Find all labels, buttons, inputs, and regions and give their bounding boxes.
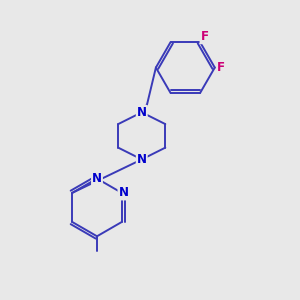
Text: N: N [92,172,102,185]
Text: F: F [200,30,208,43]
Text: N: N [118,187,128,200]
Text: N: N [137,153,147,166]
Text: F: F [217,61,225,74]
Text: N: N [137,106,147,119]
